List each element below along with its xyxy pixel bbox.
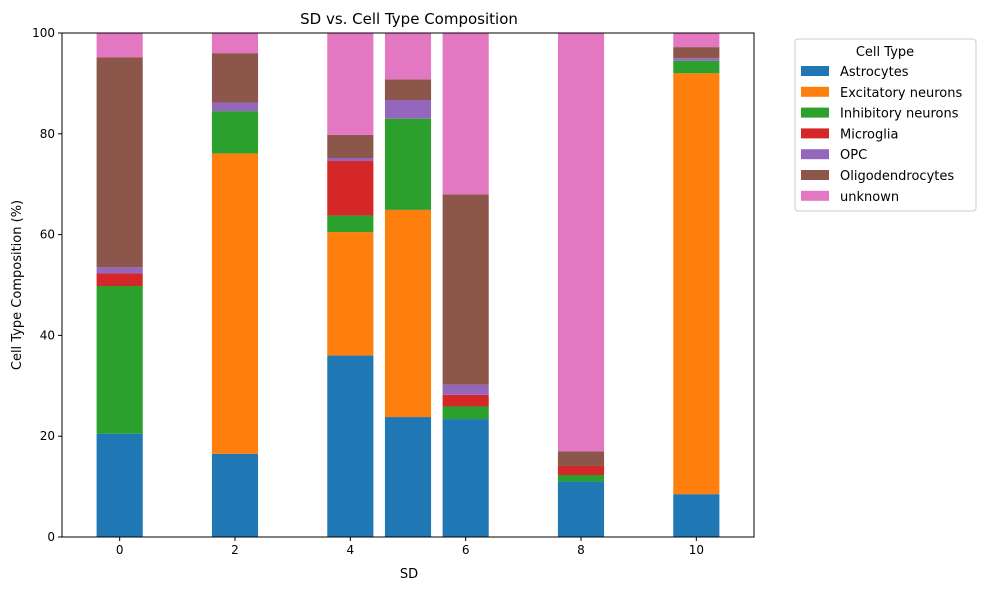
- x-tick-label: 10: [689, 543, 704, 557]
- y-tick-label: 40: [40, 328, 55, 342]
- bar-segment-astrocytes-sd-5: [384, 417, 432, 537]
- bar-segment-inhibitory-neurons-sd-2: [211, 111, 259, 154]
- bar-segment-unknown-sd-8: [557, 33, 605, 452]
- bar-segment-excitatory-neurons-sd-2: [211, 153, 259, 454]
- bar-segment-oligodendrocytes-sd-10: [673, 47, 720, 59]
- legend-swatch: [801, 190, 829, 201]
- y-tick-label: 80: [40, 127, 55, 141]
- bar-segment-astrocytes-sd-2: [211, 453, 259, 537]
- legend-swatch: [801, 170, 829, 180]
- bar-segment-inhibitory-neurons-sd-5: [384, 118, 432, 210]
- legend-swatch: [801, 128, 829, 139]
- legend-label: unknown: [840, 190, 899, 205]
- bar-segment-excitatory-neurons-sd-5: [384, 209, 432, 418]
- y-tick-label: 0: [47, 530, 55, 544]
- bar-segment-microglia-sd-6: [442, 394, 489, 407]
- bar-segment-astrocytes-sd-4: [327, 355, 374, 537]
- legend-label: Astrocytes: [840, 65, 909, 80]
- legend-label: OPC: [840, 148, 867, 163]
- bar-segment-astrocytes-sd-0: [96, 433, 143, 537]
- x-tick-label: 0: [116, 543, 124, 557]
- bar-segment-unknown-sd-0: [96, 33, 143, 58]
- bar-segment-oligodendrocytes-sd-2: [211, 53, 259, 103]
- bar-segment-opc-sd-4: [327, 157, 374, 162]
- bar-segment-astrocytes-sd-6: [442, 419, 489, 537]
- y-tick-label: 100: [32, 26, 55, 40]
- x-tick-label: 6: [462, 543, 470, 557]
- y-tick-label: 60: [40, 228, 55, 242]
- bars-group: [96, 33, 720, 537]
- legend-swatch: [801, 86, 829, 97]
- bar-segment-inhibitory-neurons-sd-6: [442, 406, 489, 420]
- chart-title: SD vs. Cell Type Composition: [300, 10, 518, 28]
- legend-swatch: [801, 66, 829, 76]
- bar-segment-unknown-sd-6: [442, 33, 489, 195]
- bar-segment-astrocytes-sd-8: [557, 481, 605, 537]
- bar-segment-oligodendrocytes-sd-8: [557, 451, 605, 466]
- y-axis-ticks: 0 20 40 60 80 100: [32, 26, 62, 544]
- bar-segment-inhibitory-neurons-sd-0: [96, 286, 143, 434]
- legend-frame: [794, 38, 977, 212]
- bar-segment-opc-sd-10: [673, 58, 720, 61]
- y-axis-label: Cell Type Composition (%): [10, 200, 25, 370]
- bar-segment-opc-sd-0: [96, 267, 143, 274]
- y-tick-label: 20: [40, 429, 55, 443]
- legend-title: Cell Type: [856, 45, 914, 60]
- bar-segment-opc-sd-5: [384, 100, 432, 119]
- x-axis-ticks: 0 2 4 6 8 10: [116, 537, 704, 557]
- bar-segment-inhibitory-neurons-sd-4: [327, 215, 374, 233]
- bar-segment-unknown-sd-5: [384, 33, 432, 80]
- plot-frame: [61, 32, 755, 538]
- x-tick-label: 2: [231, 543, 239, 557]
- bar-segment-oligodendrocytes-sd-0: [96, 57, 143, 268]
- x-axis-label: SD: [400, 567, 418, 582]
- bar-segment-unknown-sd-4: [327, 33, 374, 135]
- bar-segment-astrocytes-sd-10: [673, 494, 720, 537]
- legend-label: Excitatory neurons: [840, 86, 962, 101]
- legend-label: Oligodendrocytes: [840, 169, 954, 184]
- bar-segment-oligodendrocytes-sd-6: [442, 194, 489, 385]
- bar-segment-oligodendrocytes-sd-5: [384, 79, 432, 101]
- bar-segment-unknown-sd-10: [673, 33, 720, 48]
- bar-segment-opc-sd-2: [211, 102, 259, 112]
- bar-segment-microglia-sd-4: [327, 161, 374, 216]
- bar-segment-microglia-sd-8: [557, 465, 605, 476]
- bar-segment-microglia-sd-0: [96, 273, 143, 287]
- legend-swatch: [801, 149, 829, 160]
- legend-label: Inhibitory neurons: [840, 107, 959, 122]
- bar-segment-opc-sd-6: [442, 384, 489, 395]
- bar-segment-excitatory-neurons-sd-10: [673, 73, 720, 495]
- legend-swatch: [801, 107, 829, 118]
- bar-segment-inhibitory-neurons-sd-8: [557, 475, 605, 482]
- x-tick-label: 8: [577, 543, 585, 557]
- legend: Cell Type Astrocytes Excitatory neurons In…: [794, 38, 977, 212]
- bar-segment-unknown-sd-2: [211, 33, 259, 54]
- legend-label: Microglia: [840, 127, 898, 142]
- x-tick-label: 4: [347, 543, 355, 557]
- bar-segment-excitatory-neurons-sd-4: [327, 232, 374, 356]
- bar-segment-inhibitory-neurons-sd-10: [673, 60, 720, 74]
- bar-segment-oligodendrocytes-sd-4: [327, 134, 374, 158]
